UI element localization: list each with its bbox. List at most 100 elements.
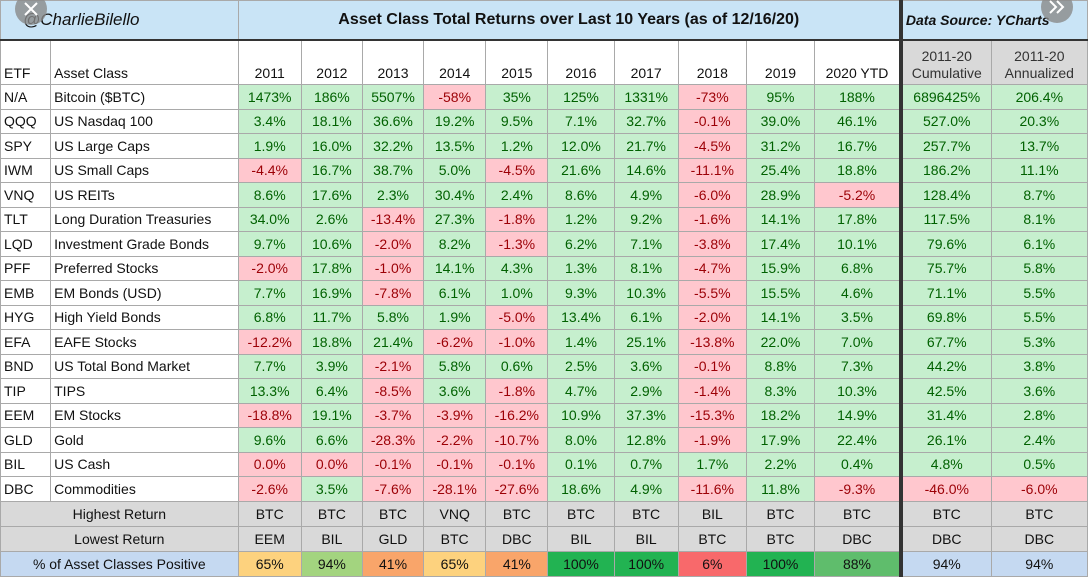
ticker: VNQ bbox=[0, 182, 52, 208]
return-cell: 3.5% bbox=[300, 476, 363, 502]
return-cell: -46.0% bbox=[898, 476, 992, 502]
column-header: 2019 bbox=[745, 39, 816, 85]
data-row: LQD Investment Grade Bonds 9.7% 10.6% -2.0% 8… bbox=[0, 231, 1088, 257]
return-cell: -58% bbox=[423, 84, 487, 110]
summary-cell: 94% bbox=[898, 550, 992, 577]
return-cell: 7.7% bbox=[237, 280, 302, 306]
summary-cell: DBC bbox=[898, 525, 992, 552]
return-cell: 8.3% bbox=[745, 378, 816, 404]
return-cell: 2.5% bbox=[547, 353, 615, 379]
summary-cell: 100% bbox=[613, 550, 679, 577]
return-cell: 17.6% bbox=[300, 182, 363, 208]
summary-cell: BTC bbox=[745, 525, 816, 552]
return-cell: 18.2% bbox=[745, 402, 816, 428]
ticker: DBC bbox=[0, 476, 52, 502]
data-row: EFA EAFE Stocks -12.2% 18.8% 21.4% -6.2% -1.0%… bbox=[0, 329, 1088, 355]
next-icon[interactable] bbox=[1040, 0, 1074, 24]
return-cell: 186.2% bbox=[898, 157, 992, 183]
return-cell: 7.1% bbox=[547, 108, 615, 134]
asset-class: Long Duration Treasuries bbox=[50, 206, 239, 232]
return-cell: -2.6% bbox=[237, 476, 302, 502]
return-cell: 8.8% bbox=[745, 353, 816, 379]
close-icon[interactable] bbox=[14, 0, 48, 26]
return-cell: 14.6% bbox=[613, 157, 679, 183]
return-cell: 188% bbox=[814, 84, 902, 110]
return-cell: -27.6% bbox=[485, 476, 549, 502]
return-cell: 3.4% bbox=[237, 108, 302, 134]
return-cell: -4.5% bbox=[485, 157, 549, 183]
return-cell: 21.4% bbox=[361, 329, 425, 355]
return-cell: 21.7% bbox=[613, 133, 679, 159]
return-cell: -18.8% bbox=[237, 402, 302, 428]
summary-cell: BTC bbox=[423, 525, 487, 552]
return-cell: -7.6% bbox=[361, 476, 425, 502]
return-cell: -0.1% bbox=[485, 451, 549, 477]
return-cell: 14.1% bbox=[745, 206, 816, 232]
summary-cell: BTC bbox=[613, 500, 679, 527]
ticker: BND bbox=[0, 353, 52, 379]
return-cell: 10.3% bbox=[613, 280, 679, 306]
return-cell: 20.3% bbox=[990, 108, 1088, 134]
summary-cell: 41% bbox=[485, 550, 549, 577]
return-cell: 17.8% bbox=[814, 206, 902, 232]
asset-class: Gold bbox=[50, 427, 239, 453]
return-cell: -6.0% bbox=[990, 476, 1088, 502]
data-row: SPY US Large Caps 1.9% 16.0% 32.2% 13.5% 1.2% 1… bbox=[0, 133, 1088, 159]
summary-cell: BTC bbox=[814, 500, 902, 527]
summary-cell: 65% bbox=[423, 550, 487, 577]
return-cell: -16.2% bbox=[485, 402, 549, 428]
data-row: QQQ US Nasdaq 100 3.4% 18.1% 36.6% 19.2% 9.5% 7… bbox=[0, 108, 1088, 134]
asset-class: High Yield Bonds bbox=[50, 304, 239, 330]
asset-class: TIPS bbox=[50, 378, 239, 404]
return-cell: -1.0% bbox=[485, 329, 549, 355]
return-cell: 5.0% bbox=[423, 157, 487, 183]
data-row: TLT Long Duration Treasuries 34.0% 2.6% -13.… bbox=[0, 206, 1088, 232]
return-cell: -11.1% bbox=[677, 157, 747, 183]
summary-cell: BIL bbox=[547, 525, 615, 552]
return-cell: 31.4% bbox=[898, 402, 992, 428]
return-cell: 39.0% bbox=[745, 108, 816, 134]
return-cell: -3.8% bbox=[677, 231, 747, 257]
return-cell: 4.9% bbox=[613, 476, 679, 502]
return-cell: -28.3% bbox=[361, 427, 425, 453]
return-cell: 46.1% bbox=[814, 108, 902, 134]
summary-cell: BTC bbox=[677, 525, 747, 552]
return-cell: -0.1% bbox=[677, 353, 747, 379]
return-cell: 6.8% bbox=[814, 255, 902, 281]
ticker: HYG bbox=[0, 304, 52, 330]
return-cell: 16.9% bbox=[300, 280, 363, 306]
return-cell: -4.5% bbox=[677, 133, 747, 159]
return-cell: 1331% bbox=[613, 84, 679, 110]
return-cell: 15.9% bbox=[745, 255, 816, 281]
return-cell: -15.3% bbox=[677, 402, 747, 428]
return-cell: -2.0% bbox=[677, 304, 747, 330]
return-cell: -10.7% bbox=[485, 427, 549, 453]
column-header: 2011-20 Cumulative bbox=[898, 39, 992, 85]
return-cell: -5.5% bbox=[677, 280, 747, 306]
return-cell: 8.6% bbox=[547, 182, 615, 208]
asset-class: US Small Caps bbox=[50, 157, 239, 183]
return-cell: 13.5% bbox=[423, 133, 487, 159]
return-cell: 0.6% bbox=[485, 353, 549, 379]
summary-cell: 41% bbox=[361, 550, 425, 577]
summary-label: Highest Return bbox=[0, 500, 239, 527]
return-cell: 10.6% bbox=[300, 231, 363, 257]
return-cell: 10.3% bbox=[814, 378, 902, 404]
data-row: HYG High Yield Bonds 6.8% 11.7% 5.8% 1.9% -5.0… bbox=[0, 304, 1088, 330]
return-cell: 25.4% bbox=[745, 157, 816, 183]
return-cell: 0.4% bbox=[814, 451, 902, 477]
return-cell: 44.2% bbox=[898, 353, 992, 379]
return-cell: 3.8% bbox=[990, 353, 1088, 379]
return-cell: 38.7% bbox=[361, 157, 425, 183]
return-cell: 186% bbox=[300, 84, 363, 110]
return-cell: -1.9% bbox=[677, 427, 747, 453]
return-cell: 8.1% bbox=[613, 255, 679, 281]
return-cell: 2.4% bbox=[990, 427, 1088, 453]
return-cell: 27.3% bbox=[423, 206, 487, 232]
return-cell: -1.4% bbox=[677, 378, 747, 404]
return-cell: -13.8% bbox=[677, 329, 747, 355]
summary-cell: VNQ bbox=[423, 500, 487, 527]
return-cell: -0.1% bbox=[423, 451, 487, 477]
